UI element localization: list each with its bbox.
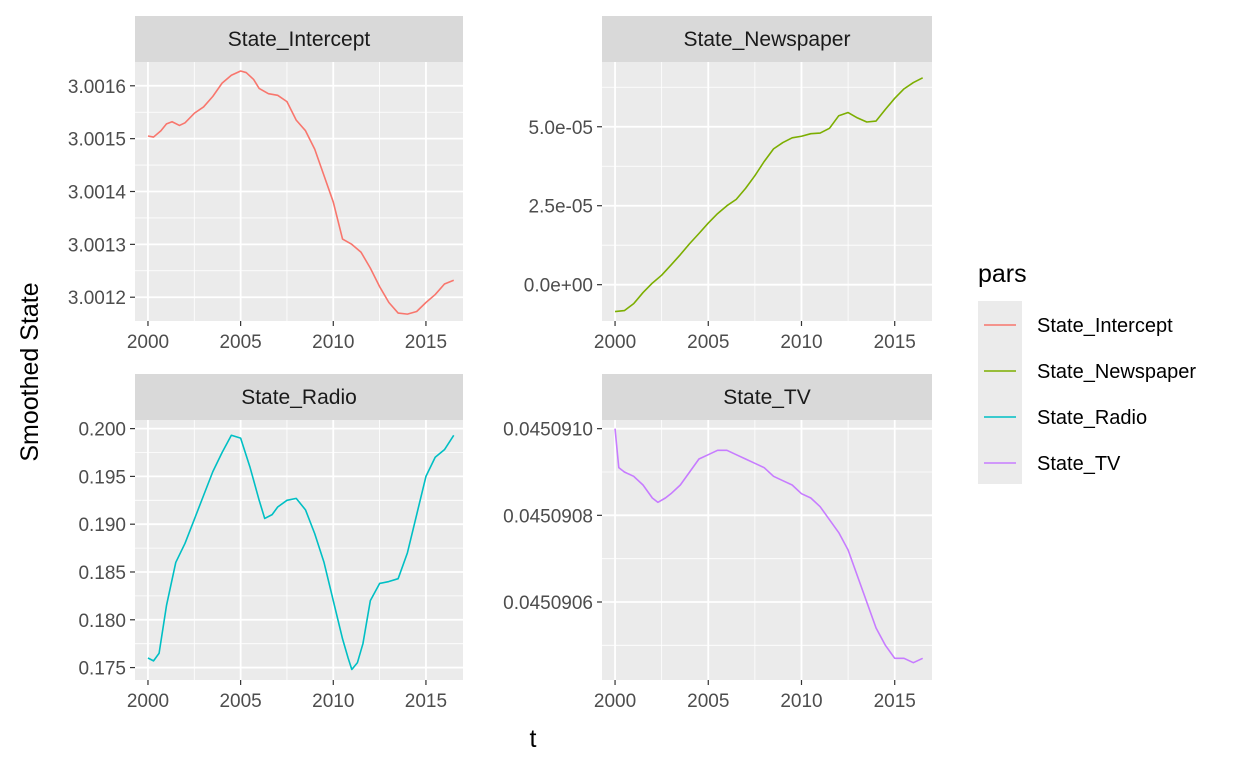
strip-label: State_TV (723, 386, 811, 409)
series-line-State_Intercept (147, 70, 455, 315)
facet-panels: State_Intercept 2000 2005 2010 2015 3.0012 3.0… (68, 16, 932, 712)
x-tick-label: 2005 (687, 691, 729, 712)
strip-label: State_Intercept (228, 28, 371, 51)
y-tick-label: 0.175 (78, 659, 126, 680)
legend: pars State_InterceptState_NewspaperState… (978, 260, 1196, 484)
x-tick-label: 2010 (312, 332, 354, 353)
x-tick-label: 2010 (780, 691, 822, 712)
legend-item-State_Intercept: State_Intercept (984, 315, 1173, 337)
y-tick-label: 0.190 (78, 515, 126, 536)
strip-background (135, 374, 463, 420)
y-tick-label: 0.180 (78, 611, 126, 632)
y-tick-label: 3.0016 (68, 77, 126, 98)
legend-label: State_Intercept (1037, 315, 1173, 337)
legend-label: State_TV (1037, 453, 1121, 475)
panel-State_Intercept: State_Intercept 2000 2005 2010 2015 3.0012 3.0… (68, 16, 463, 353)
x-tick-label: 2010 (780, 332, 822, 353)
series-line-State_Radio (147, 434, 455, 671)
x-tick-label: 2015 (874, 332, 916, 353)
strip-background (602, 374, 932, 420)
x-tick-label: 2000 (127, 332, 169, 353)
y-tick-label: 0.185 (78, 563, 126, 584)
y-tick-label: 0.0e+00 (524, 276, 593, 297)
panel-State_Radio: State_Radio 2000 2005 2010 2015 0.175 0.180 0.1… (78, 374, 463, 712)
strip-label: State_Newspaper (684, 28, 851, 51)
y-tick-label: 0.195 (78, 467, 126, 488)
legend-item-State_Radio: State_Radio (984, 407, 1147, 429)
panel-background (602, 62, 932, 321)
legend-title: pars (978, 260, 1027, 288)
strip-label: State_Radio (241, 386, 357, 409)
x-tick-label: 2015 (405, 691, 447, 712)
x-axis-title: t (530, 725, 537, 753)
series-line-State_Newspaper (614, 77, 924, 313)
y-tick-label: 5.0e-05 (529, 118, 593, 139)
panel-background (135, 420, 463, 680)
strip-background (602, 16, 932, 62)
y-tick-label: 0.200 (78, 420, 126, 441)
legend-background (978, 301, 1022, 484)
y-tick-label: 3.0013 (68, 235, 126, 256)
x-tick-label: 2005 (219, 691, 261, 712)
x-tick-label: 2000 (594, 332, 636, 353)
y-tick-label: 2.5e-05 (529, 197, 593, 218)
x-tick-label: 2015 (874, 691, 916, 712)
y-tick-label: 0.0450908 (503, 506, 593, 527)
x-tick-label: 2015 (405, 332, 447, 353)
strip-background (135, 16, 463, 62)
x-tick-label: 2005 (687, 332, 729, 353)
y-tick-label: 3.0012 (68, 288, 126, 309)
y-tick-label: 0.0450906 (503, 593, 593, 614)
x-tick-label: 2005 (219, 332, 261, 353)
y-axis-title: Smoothed State (16, 282, 44, 461)
x-tick-label: 2000 (127, 691, 169, 712)
legend-item-State_Newspaper: State_Newspaper (984, 361, 1196, 383)
y-tick-label: 3.0014 (68, 183, 127, 204)
y-tick-label: 3.0015 (68, 130, 126, 151)
legend-label: State_Newspaper (1037, 361, 1196, 383)
legend-item-State_TV: State_TV (984, 453, 1121, 475)
panel-background (602, 420, 932, 680)
x-tick-label: 2010 (312, 691, 354, 712)
panel-State_TV: State_TV 2000 2005 2010 2015 0.0450906 0.04509… (503, 374, 932, 712)
legend-items: State_Intercept State_Newspaper State_Radi… (984, 315, 1196, 475)
legend-label: State_Radio (1037, 407, 1147, 429)
panel-State_Newspaper: State_Newspaper 2000 2005 2010 2015 0.0e+00 2.… (524, 16, 932, 353)
x-tick-label: 2000 (594, 691, 636, 712)
series-line-State_TV (614, 428, 924, 664)
y-tick-label: 0.0450910 (503, 420, 593, 441)
